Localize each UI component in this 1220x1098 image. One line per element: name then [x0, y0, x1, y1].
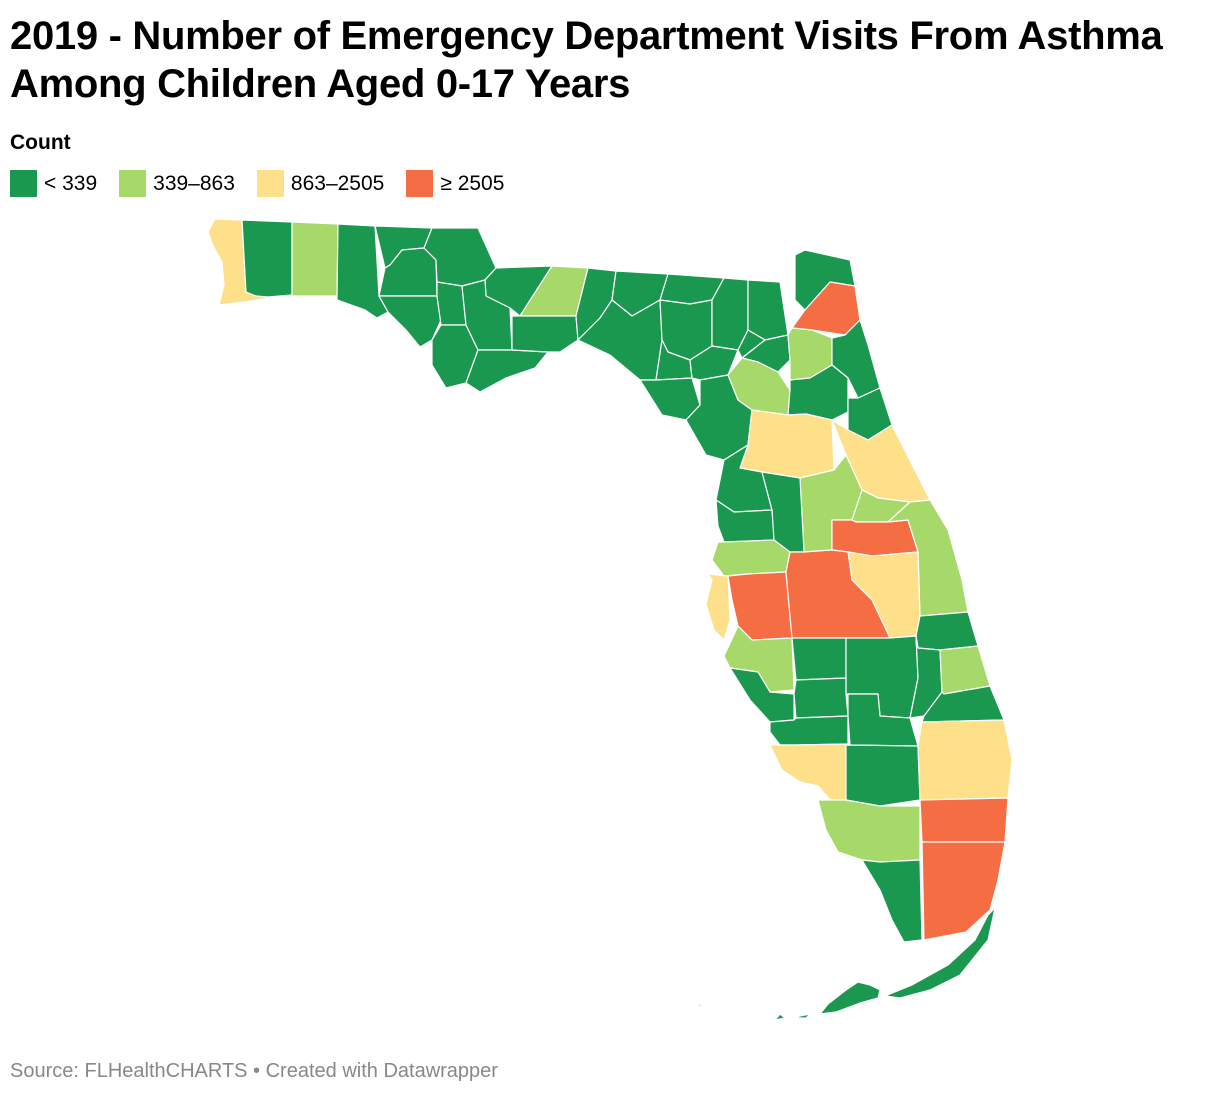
county-dixie[interactable]: [639, 377, 701, 421]
legend-item-gte-2505: ≥ 2505: [406, 170, 504, 197]
county-hardee[interactable]: [791, 637, 847, 681]
county-desoto[interactable]: [793, 677, 849, 719]
county-walton[interactable]: [336, 223, 389, 319]
legend-item-lt-339: < 339: [10, 170, 97, 197]
county-monroe-keys[interactable]: [695, 907, 996, 1021]
legend-item-339-863: 339–863: [119, 170, 235, 197]
county-lee[interactable]: [769, 743, 849, 803]
county-glades[interactable]: [847, 693, 919, 747]
legend-label-gte-2505: ≥ 2505: [440, 171, 505, 195]
county-franklin[interactable]: [465, 349, 549, 393]
county-miami-dade[interactable]: [921, 841, 1006, 941]
florida-county-map: [207, 218, 1013, 1021]
legend-label-863-2505: 863–2505: [290, 171, 385, 195]
county-pinellas[interactable]: [705, 573, 731, 641]
legend-swatch-gte-2505: [406, 170, 434, 197]
county-santa-rosa[interactable]: [241, 219, 293, 298]
legend-swatch-lt-339: [10, 170, 37, 197]
legend-item-863-2505: 863–2505: [256, 170, 385, 197]
legend-swatch-863-2505: [256, 170, 284, 197]
county-sarasota[interactable]: [729, 667, 795, 723]
county-baker[interactable]: [747, 279, 789, 341]
county-hendry[interactable]: [845, 744, 921, 807]
legend: < 339 339–863 863–2505 ≥ 2505: [10, 170, 526, 197]
source-footer: Source: FLHealthCHARTS • Created with Da…: [10, 1060, 498, 1082]
legend-swatch-339-863: [119, 170, 147, 197]
legend-label-lt-339: < 339: [44, 171, 98, 195]
county-indian-river[interactable]: [915, 611, 979, 651]
county-collier[interactable]: [817, 799, 921, 863]
county-liberty[interactable]: [461, 279, 513, 351]
county-escambia[interactable]: [207, 218, 277, 306]
county-okaloosa[interactable]: [291, 221, 339, 297]
county-pasco[interactable]: [711, 539, 791, 577]
county-wakulla[interactable]: [511, 315, 579, 353]
county-orange[interactable]: [831, 519, 919, 557]
county-marion[interactable]: [739, 409, 835, 479]
county-broward[interactable]: [919, 797, 1009, 843]
legend-title: Count: [10, 131, 71, 154]
chart-title: 2019 - Number of Emergency Department Vi…: [10, 14, 1163, 106]
county-putnam[interactable]: [787, 364, 849, 421]
county-monroe-mainland[interactable]: [861, 859, 923, 943]
legend-label-339-863: 339–863: [153, 171, 235, 195]
county-palm-beach[interactable]: [917, 719, 1013, 801]
